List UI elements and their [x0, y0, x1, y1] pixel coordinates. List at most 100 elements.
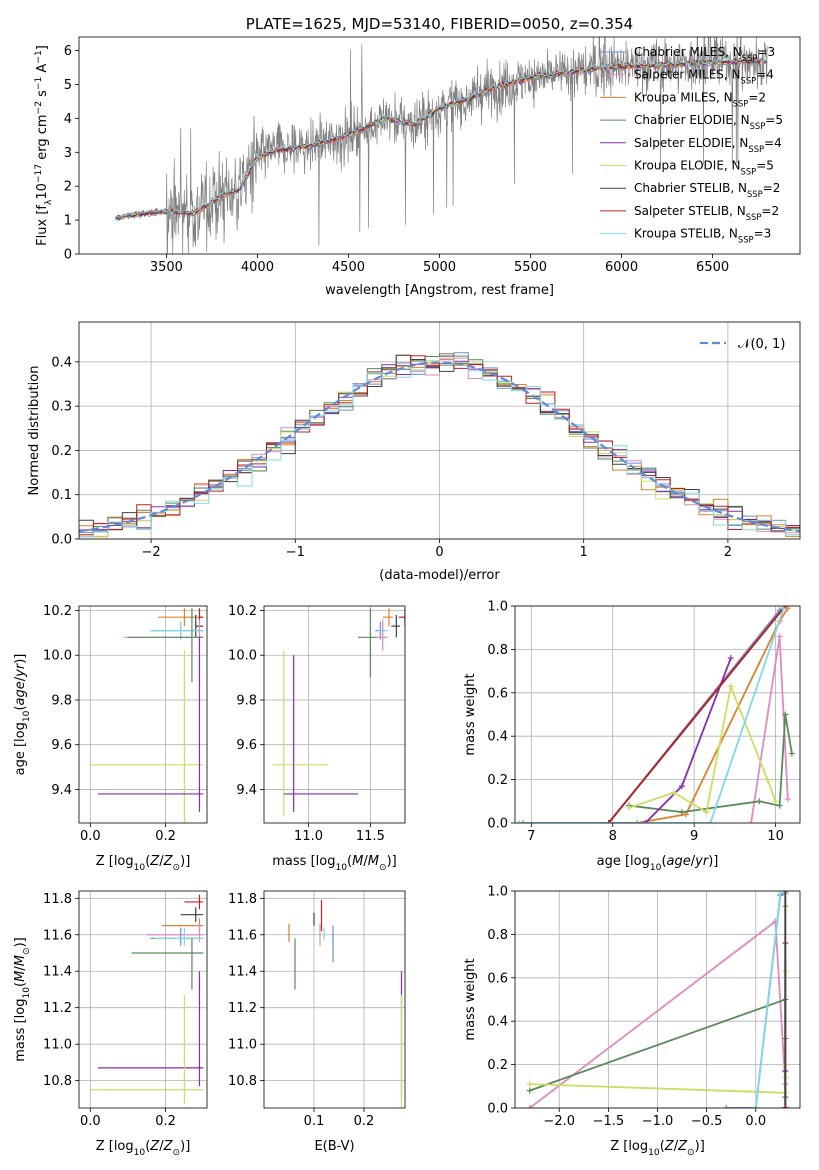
axes-frame	[78, 36, 801, 255]
weight-marker	[703, 809, 710, 816]
chart-age-vs-z: 0.0 0.2 9.4 9.6 9.8 10.0 10.2 Z [log10(Z/Z⊙)] ag…	[13, 604, 208, 873]
y-tick-label: 11.4	[43, 965, 72, 980]
weight-marker	[727, 683, 734, 690]
y-tick-label: 11.6	[43, 928, 72, 943]
axes-frame	[514, 890, 801, 1109]
x-tick-label: 6500	[696, 260, 729, 275]
y-tick-label: 10.2	[43, 604, 72, 619]
plot-area	[90, 894, 204, 1105]
weight-line	[608, 657, 732, 823]
y-tick-label: 10.0	[43, 649, 72, 664]
y-axis-label: mass weight	[463, 958, 478, 1040]
legend: 𝒩(0, 1)	[700, 337, 785, 352]
y-axis-label: Flux [fλ10−17 erg cm−2 s−1 A−1]	[34, 45, 54, 246]
y-axis-label: Normed distribution	[27, 366, 42, 496]
plot-area	[114, 37, 768, 254]
y-tick-label: 0.6	[487, 971, 508, 986]
weight-marker	[526, 1105, 533, 1108]
weight-line	[750, 636, 789, 823]
x-axis-label: E(B-V)	[314, 1139, 354, 1154]
weight-marker	[727, 655, 734, 662]
y-tick-label: 5	[64, 78, 72, 93]
y-tick-label: 9.4	[236, 783, 257, 798]
y-tick-label: 11.6	[228, 928, 257, 943]
legend-entry: Chabrier STELIB, NSSP=2	[634, 181, 780, 199]
chart-mass-vs-ebv: 0.1 0.2 10.8 11.0 11.2 11.4 11.6 11.8 E(B-V)	[228, 890, 406, 1154]
x-tick-label: 5000	[423, 260, 456, 275]
legend-entry: Kroupa STELIB, NSSP=3	[634, 227, 771, 245]
plot-area	[516, 606, 795, 823]
y-tick-label: 11.2	[228, 1001, 257, 1016]
weight-marker	[634, 820, 641, 823]
plot-area	[288, 900, 403, 1108]
weight-marker	[707, 820, 714, 823]
residual-histogram	[79, 355, 800, 536]
observed-spectrum	[115, 37, 768, 254]
weight-line	[519, 607, 785, 823]
y-tick-label: 1.0	[487, 885, 508, 900]
y-tick-label: 0.2	[487, 1058, 508, 1073]
x-axis-label: Z [log10(Z/Z⊙)]	[96, 1139, 191, 1158]
y-tick-label: 0.0	[487, 817, 508, 832]
y-tick-label: 0.8	[487, 643, 508, 658]
x-tick-label: 7	[527, 829, 535, 844]
x-axis-label: Z [log10(Z/Z⊙)]	[610, 1139, 705, 1158]
chart-mass-weight-vs-z: −2.0 −1.5 −1.0 −0.5 0.0 0.0 0.2 0.4 0.6 0.8 1.0 Z […	[463, 885, 801, 1158]
y-tick-label: 0.4	[51, 355, 72, 370]
weight-marker	[764, 776, 771, 783]
axes-frame	[78, 890, 208, 1109]
x-tick-label: 0.2	[155, 1114, 176, 1129]
legend-entry: Kroupa ELODIE, NSSP=5	[634, 159, 774, 177]
y-tick-label: 9.6	[236, 738, 257, 753]
weight-marker	[678, 809, 685, 816]
y-tick-label: 0	[64, 248, 72, 263]
x-tick-label: 4000	[241, 260, 274, 275]
y-tick-label: 0.2	[487, 773, 508, 788]
weight-marker	[748, 820, 755, 823]
y-tick-label: 3	[64, 146, 72, 161]
y-tick-label: 0.0	[487, 1102, 508, 1117]
chart-spectrum: 3500 4000 4500 5000 5500 6000 6500 0 1 2 3 4 5 6 Chabr…	[34, 15, 801, 298]
weight-marker	[516, 820, 523, 823]
weight-marker	[776, 633, 783, 640]
weight-marker	[772, 798, 779, 805]
y-tick-label: 11.0	[43, 1038, 72, 1053]
x-axis-label: mass [log10(M/M⊙)]	[272, 854, 396, 873]
x-tick-label: −1	[286, 545, 305, 560]
weight-marker	[526, 1087, 533, 1094]
weight-marker	[776, 802, 783, 809]
weight-marker	[788, 750, 795, 757]
y-tick-label: 4	[64, 112, 72, 127]
weight-marker	[626, 804, 632, 811]
weight-marker	[782, 891, 789, 894]
axes-frame	[78, 321, 801, 540]
y-tick-label: 10.8	[228, 1074, 257, 1089]
x-axis-label: age [log10(age/yr)]	[597, 854, 719, 873]
weight-marker	[782, 1105, 789, 1108]
axes-frame	[263, 605, 406, 824]
gaussian-curve	[79, 361, 800, 533]
legend-entry: Chabrier MILES, NSSP=3	[634, 45, 775, 63]
y-axis-label: mass weight	[463, 673, 478, 755]
chart-title: PLATE=1625, MJD=53140, FIBERID=0050, z=0…	[246, 15, 633, 33]
x-tick-label: 6000	[605, 260, 638, 275]
weight-line	[628, 714, 793, 814]
y-tick-label: 10.0	[228, 649, 257, 664]
legend: Chabrier MILES, NSSP=3 Salpeter MILES, NS…	[600, 45, 783, 245]
y-tick-label: 1	[64, 214, 72, 229]
residual-histogram	[79, 354, 800, 533]
residual-histogram	[79, 356, 800, 538]
weight-marker	[642, 820, 649, 823]
y-tick-label: 11.8	[228, 892, 257, 907]
x-tick-label: −2	[142, 545, 161, 560]
weight-line	[523, 607, 785, 823]
weight-marker	[678, 783, 685, 790]
y-tick-label: 10.8	[43, 1074, 72, 1089]
y-tick-label: 11.8	[43, 892, 72, 907]
weight-marker	[605, 820, 612, 823]
legend-entry: 𝒩(0, 1)	[738, 337, 785, 352]
y-tick-label: 9.4	[51, 783, 72, 798]
weight-marker	[520, 820, 527, 823]
x-tick-label: 9	[690, 829, 698, 844]
